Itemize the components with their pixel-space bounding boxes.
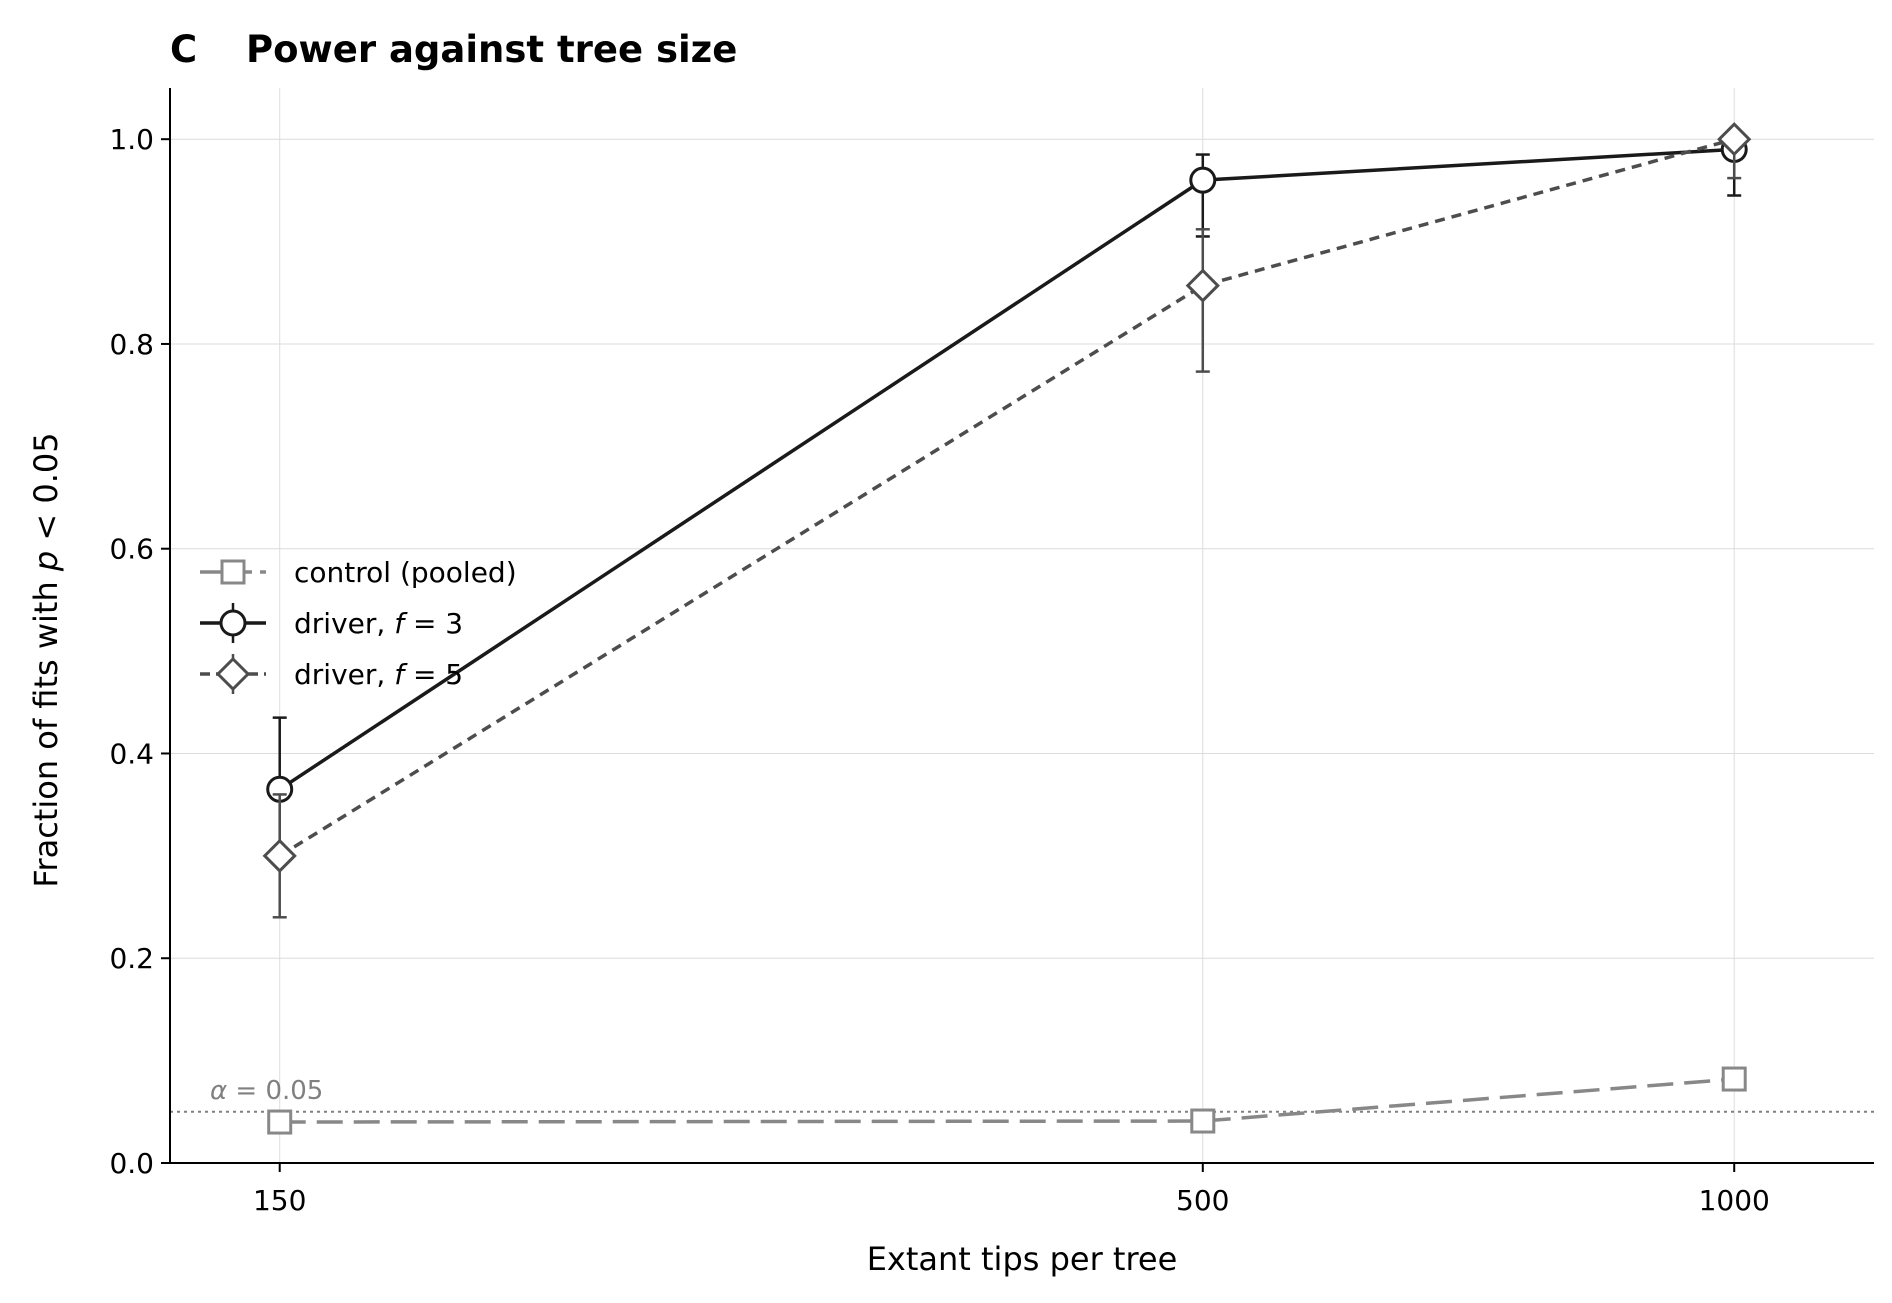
y-axis-label-prefix: Fraction of fits with: [27, 571, 65, 888]
x-tick-label: 1000: [1699, 1184, 1770, 1217]
legend-entry-2: driver, f = 5: [200, 654, 463, 694]
legend-label-suffix: = 5: [404, 658, 463, 691]
gridlines: [170, 88, 1874, 1164]
tick-labels: 0.0 0.2 0.4 0.6 0.8 1.0 150 500 1000: [109, 123, 1769, 1217]
series-group: [262, 122, 1752, 1135]
legend-entry-0: control (pooled): [200, 556, 517, 589]
series-line: [278, 137, 1735, 858]
data-point: [1185, 268, 1220, 303]
y-tick-label: 0.6: [109, 533, 154, 566]
legend: control (pooled) driver, f = 3 driver, f =…: [200, 556, 517, 694]
alpha-label-var: α: [210, 1076, 227, 1106]
alpha-label: α = 0.05: [210, 1076, 323, 1106]
y-tick-label: 0.4: [109, 737, 154, 770]
series-1: [266, 135, 1748, 858]
data-point: [262, 838, 297, 873]
legend-label-prefix: driver,: [294, 607, 394, 640]
legend-label-prefix: driver,: [294, 658, 394, 691]
series-2: [262, 122, 1752, 919]
chart-title: Power against tree size: [246, 28, 737, 71]
legend-label: driver, f = 5: [294, 658, 463, 691]
y-tick-label: 0.0: [109, 1147, 154, 1180]
data-point: [1189, 166, 1217, 194]
alpha-reference-line: α = 0.05: [170, 1076, 1874, 1113]
series-0: [267, 1066, 1747, 1135]
legend-label-suffix: = 3: [404, 607, 463, 640]
legend-label: control (pooled): [294, 556, 517, 589]
x-tick-label: 500: [1176, 1184, 1229, 1217]
x-tick-label: 150: [253, 1184, 306, 1217]
x-axis-label: Extant tips per tree: [867, 1240, 1178, 1278]
legend-swatch-marker: [215, 656, 251, 692]
alpha-label-rest: = 0.05: [227, 1076, 323, 1106]
data-point: [1717, 122, 1752, 157]
legend-swatch-marker: [220, 559, 246, 585]
panel-label: C: [170, 28, 197, 71]
data-point: [267, 1109, 293, 1135]
y-axis-label: Fraction of fits with p < 0.05: [27, 432, 65, 887]
series-line: [278, 147, 1735, 791]
y-tick-label: 0.2: [109, 942, 154, 975]
data-point: [1721, 1066, 1747, 1092]
axes: [161, 88, 1874, 1172]
y-axis-label-suffix: < 0.05: [27, 432, 65, 550]
legend-swatch-marker: [219, 609, 247, 637]
legend-label: driver, f = 3: [294, 607, 463, 640]
series-line: [279, 1077, 1735, 1124]
y-axis-label-var: p: [27, 551, 65, 572]
data-point: [1190, 1108, 1216, 1134]
y-tick-label: 1.0: [109, 123, 154, 156]
legend-entry-1: driver, f = 3: [200, 603, 463, 643]
y-tick-label: 0.8: [109, 328, 154, 361]
